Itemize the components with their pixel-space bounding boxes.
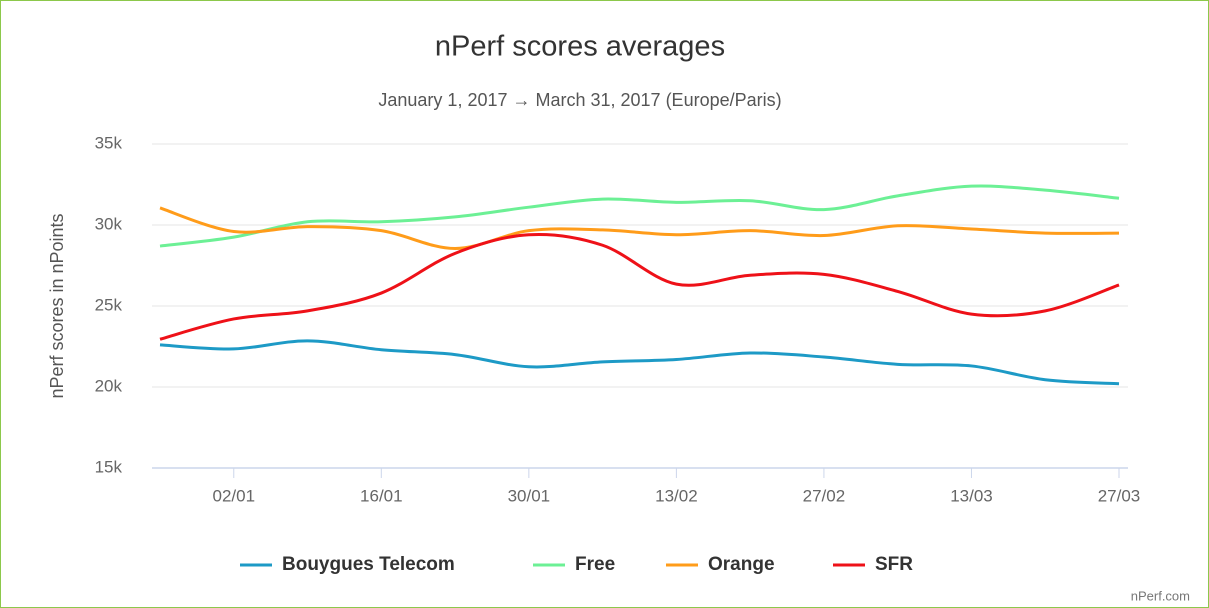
y-tick-label: 15k [95, 457, 123, 476]
legend-label: Free [575, 554, 615, 575]
chart-title: nPerf scores averages [435, 31, 725, 63]
series-line [159, 232, 1120, 341]
series-line [159, 339, 1120, 386]
y-axis-label: nPerf scores in nPoints [47, 213, 67, 398]
x-tick-label: 13/03 [950, 486, 993, 505]
legend-label: SFR [875, 554, 913, 575]
x-tick-label: 27/02 [803, 486, 846, 505]
x-tick-label: 13/02 [655, 486, 698, 505]
y-tick-label: 30k [95, 214, 123, 233]
y-tick-label: 20k [95, 376, 123, 395]
x-tick-label: 16/01 [360, 486, 403, 505]
legend-label: Bouygues Telecom [282, 554, 455, 575]
series-line [159, 184, 1120, 248]
chart-subtitle: January 1, 2017 → March 31, 2017 (Europe… [378, 90, 781, 110]
y-tick-label: 25k [95, 295, 123, 314]
x-tick-label: 02/01 [212, 486, 255, 505]
credit: nPerf.com [1131, 588, 1190, 603]
x-tick-label: 30/01 [508, 486, 551, 505]
series-line [159, 206, 1120, 250]
legend-label: Orange [708, 554, 775, 575]
y-tick-label: 35k [95, 133, 123, 152]
x-tick-label: 27/03 [1098, 486, 1141, 505]
